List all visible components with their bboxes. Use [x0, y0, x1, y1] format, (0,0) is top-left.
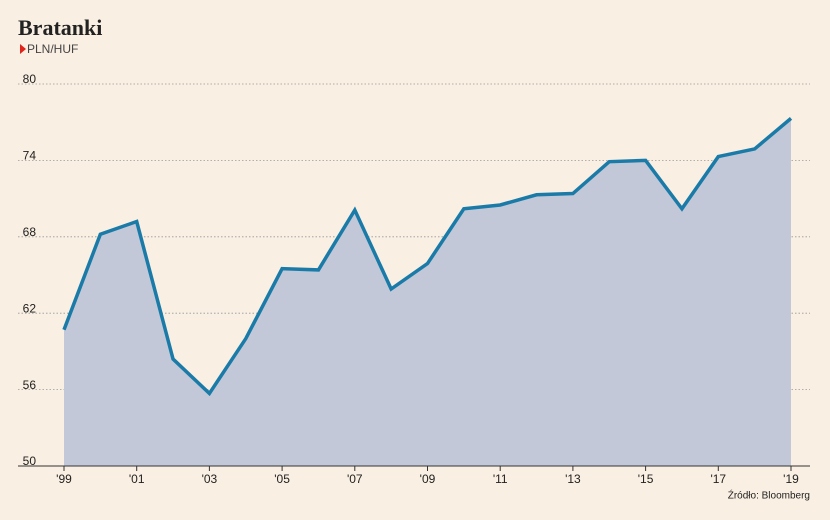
area-fill: [64, 118, 791, 466]
y-tick-label: 68: [23, 225, 37, 239]
x-tick-label: '15: [638, 472, 654, 486]
source: Źródło: Bloomberg: [728, 489, 810, 502]
x-tick-label: '11: [493, 472, 508, 486]
y-tick-label: 62: [23, 301, 37, 315]
x-tick-label: '19: [783, 472, 799, 486]
line: [62, 117, 793, 397]
y-tick-label: 74: [23, 149, 37, 163]
x-tick-label: '13: [565, 472, 581, 486]
y-tick-label: 56: [23, 378, 37, 392]
chart-subtitle: PLN/HUF: [27, 42, 78, 56]
subtitle-marker: [20, 44, 26, 54]
x-tick-label: '99: [56, 472, 72, 486]
x-tick-label: '17: [710, 472, 726, 486]
x-tick-label: '03: [202, 472, 218, 486]
y-tick-label: 80: [23, 72, 37, 86]
x-tick-label: '05: [274, 472, 290, 486]
chart-title: Bratanki: [18, 15, 102, 40]
x-tick-label: '09: [420, 472, 436, 486]
x-tick-label: '01: [129, 472, 145, 486]
y-tick-label: 50: [23, 454, 37, 468]
x-tick-label: '07: [347, 472, 363, 486]
